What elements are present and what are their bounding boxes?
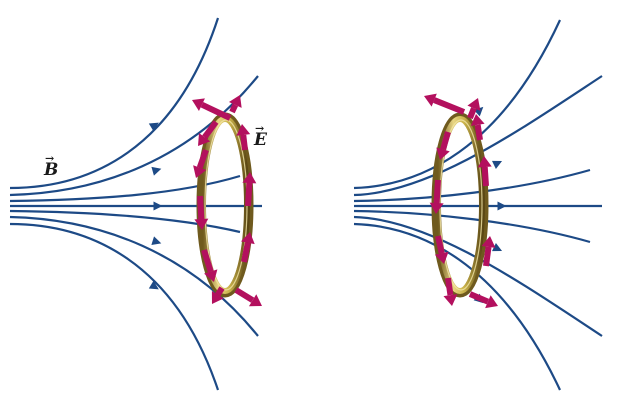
e-field-arrow-shaft (202, 120, 219, 139)
electric-field-label: → E (254, 123, 267, 150)
e-field-arrowhead (242, 172, 257, 184)
e-field-arrow-shaft (435, 235, 445, 254)
e-field-arrow-shaft (245, 182, 253, 207)
e-field-arrow-shaft (215, 286, 225, 297)
e-field-arrowhead (198, 133, 211, 146)
field-arrowhead (491, 242, 503, 252)
e-field-arrowhead (248, 294, 262, 307)
e-field-arrow-shaft (229, 103, 239, 114)
e-field-arrow-shaft (433, 179, 441, 204)
vector-arrow-icon: → (45, 152, 55, 165)
field-line (353, 222, 561, 391)
e-field-arrow-shaft (240, 134, 248, 151)
field-line (9, 174, 241, 203)
e-field-arrow-shaft (200, 101, 232, 121)
e-field-arrowhead (481, 236, 496, 248)
e-field-arrow-shaft (474, 124, 483, 141)
electric-field-symbol: E (254, 130, 267, 150)
e-field-arrowhead (192, 98, 205, 112)
field-line (9, 209, 241, 234)
left-panel (9, 17, 262, 391)
e-field-arrowhead (470, 114, 485, 126)
e-field-arrow-shaft (445, 277, 454, 296)
field-arrowhead (497, 201, 507, 211)
e-field-arrow-shaft (234, 287, 255, 303)
field-arrowhead (491, 160, 503, 170)
e-field-arrowhead (429, 202, 444, 214)
field-arrowhead (153, 201, 163, 211)
field-line (353, 168, 591, 203)
e-field-arrow-shaft (440, 131, 451, 151)
e-field-arrow-shaft (241, 242, 251, 263)
e-field-arrow-shaft (201, 249, 214, 273)
magnetic-field-symbol: B (44, 160, 59, 180)
right-panel (353, 19, 603, 391)
field-line (9, 17, 220, 190)
e-field-arrow-shaft (196, 148, 209, 169)
e-field-arrowhead (193, 165, 207, 178)
e-field-arrowhead (436, 147, 450, 160)
e-field-arrowhead (443, 294, 458, 306)
e-field-arrowhead (485, 295, 498, 309)
e-field-arrowhead (194, 218, 209, 230)
e-field-arrowhead (424, 93, 437, 107)
field-line (9, 222, 220, 391)
magnetic-field-label: → B (44, 153, 59, 180)
vector-arrow-icon: → (255, 122, 265, 135)
field-line (9, 75, 259, 197)
e-field-arrow-shaft (483, 246, 492, 267)
e-field-arrow-shaft (481, 166, 489, 187)
e-field-arrowhead (434, 251, 449, 264)
field-arrowhead (148, 280, 159, 290)
field-arrowhead (151, 166, 162, 176)
field-arrowhead (151, 236, 162, 245)
e-field-arrowhead (236, 124, 251, 136)
e-field-arrowhead (228, 95, 242, 108)
e-field-arrowhead (477, 156, 492, 168)
e-field-arrow-shaft (197, 195, 205, 220)
e-field-arrowhead (204, 269, 218, 282)
e-field-arrowhead (467, 98, 481, 111)
e-field-arrowhead (211, 290, 224, 304)
e-field-arrow-shaft (468, 291, 490, 305)
e-field-arrowhead (240, 232, 255, 245)
field-line (9, 215, 259, 337)
field-arrowhead (148, 122, 159, 132)
field-line (353, 19, 561, 190)
field-line (353, 209, 591, 244)
e-field-arrow-shaft (433, 97, 466, 115)
e-field-arrow-shaft (467, 107, 477, 120)
